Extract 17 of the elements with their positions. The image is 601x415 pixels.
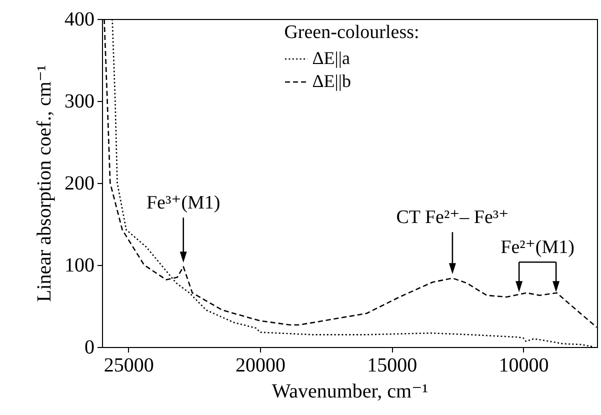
legend-title: Green-colourless:: [284, 22, 420, 43]
x-tick-label: 10000: [498, 354, 549, 376]
y-tick-label: 0: [84, 336, 94, 358]
x-axis-title: Wavenumber, cm⁻¹: [272, 380, 428, 402]
annotation: CT Fe²⁺– Fe³⁺: [396, 207, 509, 228]
annotation: Fe³⁺(M1): [146, 192, 220, 214]
y-tick-label: 200: [64, 172, 94, 194]
legend-label: ΔE||b: [312, 71, 351, 91]
legend-label: ΔE||a: [312, 48, 350, 68]
y-tick-label: 100: [64, 254, 94, 276]
annotation: Fe²⁺(M1): [500, 237, 574, 258]
x-tick-label: 25000: [104, 354, 154, 376]
x-tick-label: 20000: [235, 354, 286, 376]
y-tick-label: 300: [64, 90, 94, 112]
y-tick-label: 400: [64, 8, 94, 30]
x-tick-label: 15000: [367, 354, 418, 376]
y-axis-title: Linear absorption coef., cm⁻¹: [34, 64, 56, 302]
